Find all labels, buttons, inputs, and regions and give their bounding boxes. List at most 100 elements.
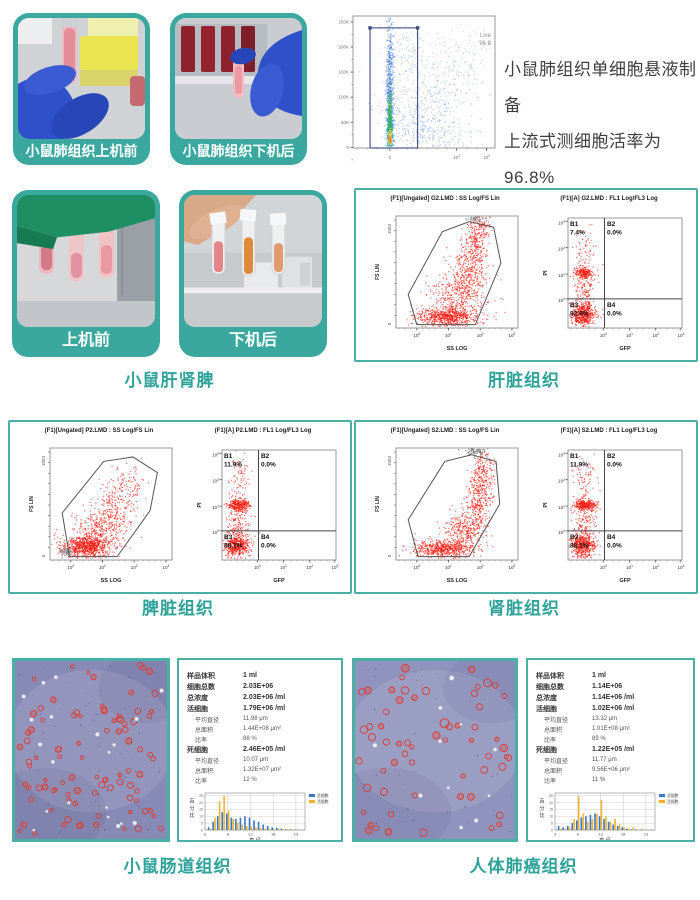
svg-text:100: 100 — [558, 297, 565, 303]
plot-title: (F1)[A] S2.LMD : FL1 Log/FL3 Log — [560, 428, 658, 434]
svg-text:102: 102 — [558, 246, 565, 252]
svg-text:0: 0 — [389, 155, 392, 160]
counter-row: 细胞总数 2.03E+06 — [187, 683, 274, 691]
counter-row: 平均直径 13.32 μm — [544, 716, 618, 724]
caption-lung-cancer: 人体肺癌组织 — [469, 857, 578, 876]
photo-after-machine-image — [184, 195, 322, 327]
svg-text:101: 101 — [626, 332, 633, 338]
svg-text:200K: 200K — [338, 45, 349, 50]
svg-text:104: 104 — [453, 154, 460, 160]
plot-title: (F1)[A] G2.LMD : FL1 Log/FL3 Log — [560, 196, 658, 202]
svg-text:Live: Live — [480, 33, 492, 39]
counter-panel-intestine: 样品体积 1 ml 细胞总数 2.03E+06 总浓度 2.03E+06 /ml 活细胞 1.… — [177, 658, 343, 842]
microscopy-lung-cancer — [352, 658, 518, 842]
counter-row: 总面积 1.01E+08 μm² — [544, 726, 630, 734]
photo-lung-after-image — [175, 18, 302, 139]
photo-label: 小鼠肺组织下机后 — [182, 143, 295, 159]
svg-text:100K: 100K — [338, 95, 349, 100]
counter-rows: 样品体积 1 ml 细胞总数 1.14E+06 总浓度 1.14E+06 /ml 活细胞 1.… — [528, 670, 693, 785]
counter-row: 总浓度 2.03E+06 /ml — [187, 694, 286, 702]
counter-row: 比率 88 % — [195, 736, 257, 744]
counter-rows: 样品体积 1 ml 细胞总数 2.03E+06 总浓度 2.03E+06 /ml 活细胞 1.… — [179, 670, 341, 785]
counter-row: 平均直径 10.07 μm — [195, 757, 269, 765]
svg-text:105: 105 — [483, 154, 490, 160]
svg-text:0: 0 — [346, 145, 349, 150]
svg-text:PI: PI — [543, 270, 549, 276]
svg-text:SS LOG: SS LOG — [447, 346, 468, 352]
svg-text:7.4%: 7.4% — [570, 230, 585, 237]
svg-text:0.0%: 0.0% — [607, 310, 622, 317]
photo-label: 上机前 — [61, 332, 110, 349]
svg-text:103: 103 — [558, 220, 565, 226]
svg-text:B4: B4 — [607, 302, 616, 309]
svg-text:150K: 150K — [338, 70, 349, 75]
note-line-1: 小鼠肺组织单细胞悬液制备 — [504, 60, 697, 115]
plot-title: (F1)[Ungated] P2.LMD : SS Log/FS Lin — [44, 428, 154, 434]
svg-text:102: 102 — [477, 332, 484, 338]
photo-card-lung-after: 小鼠肺组织下机后 — [170, 13, 307, 165]
photo-lung-before-image — [18, 18, 145, 139]
note-line-2: 上流式测细胞活率为96.8% — [504, 132, 662, 187]
flow-panel-kidney: (F1)[Ungated] S2.LMD : SS Log/FS Lin 102… — [354, 420, 698, 594]
photo-label: 下机后 — [228, 332, 277, 349]
microscopy-intestine — [12, 658, 170, 842]
plot-title: (F1)[A] P2.LMD : FL1 Log/FL3 Log — [214, 428, 312, 434]
svg-text:B2: B2 — [607, 221, 616, 228]
flow-panel-liver: (F1)[Ungated] G2.LMD : SS Log/FS Lin 102… — [354, 188, 698, 362]
photo-before-machine-image — [17, 195, 155, 327]
viability-scatter-plot: 250K 200K 150K 100K 50K 0 0 104 105 Live 96.8 — [338, 15, 496, 161]
microscopy-intestine-image — [15, 661, 167, 839]
photo-card-after-machine: 下机后 — [179, 190, 327, 357]
counter-row: 总面积 9.56E+06 μm² — [544, 767, 630, 775]
counter-row: 总浓度 1.14E+06 /ml — [536, 694, 635, 702]
counter-row: 平均直径 11.77 μm — [544, 757, 617, 765]
counter-row: 活细胞 1.02E+06 /ml — [536, 705, 635, 713]
photo-card-before-machine: 上机前 — [12, 190, 160, 357]
svg-text:92.6%: 92.6% — [570, 310, 589, 317]
counter-row: 细胞总数 1.14E+06 — [536, 683, 623, 691]
counter-row: 死细胞 1.22E+05 /ml — [536, 746, 635, 754]
svg-text:GFP: GFP — [619, 346, 631, 352]
counter-row: 比率 11 % — [544, 777, 606, 785]
svg-text:FS LIN: FS LIN — [375, 264, 381, 280]
caption-kidney: 肾脏组织 — [488, 599, 560, 618]
svg-text:B1: B1 — [570, 221, 579, 228]
caption-liver: 肝脏组织 — [488, 371, 560, 390]
caption-intestine: 小鼠肠道组织 — [123, 857, 232, 876]
size-histogram-intestine: 051015202538131823总细胞活细胞百分比直 径 — [189, 792, 329, 840]
caption-mouse-liver-kidney-spleen: 小鼠肝肾脾 — [124, 371, 215, 390]
photo-lung-before-art — [18, 18, 145, 139]
counter-row: 活细胞 1.79E+06 /ml — [187, 705, 286, 713]
svg-text:B3: B3 — [570, 302, 579, 309]
photo-lung-after-art — [175, 18, 302, 139]
counter-row: 样品体积 1 ml — [536, 672, 607, 680]
counter-row: 比率 89 % — [544, 736, 606, 744]
svg-text:50K: 50K — [341, 120, 349, 125]
microscopy-lung-cancer-image — [355, 661, 515, 839]
counter-row: 死细胞 2.46E+05 /ml — [187, 746, 286, 754]
photo-after-machine-art — [184, 195, 322, 327]
svg-text:250K: 250K — [338, 19, 349, 24]
svg-text:1023: 1023 — [387, 223, 392, 234]
svg-text:100: 100 — [413, 332, 420, 338]
liver-scatter-plot: 1023 0 FS LIN 100 101 102 103 SS LOG — [375, 215, 519, 352]
svg-text:103: 103 — [677, 332, 684, 338]
photo-card-lung-before: 小鼠肺组织上机前 — [13, 13, 150, 165]
flow-panel-spleen: (F1)[Ungated] P2.LMD : SS Log/FS Lin 102… — [8, 420, 352, 594]
counter-row: 样品体积 1 ml — [187, 672, 258, 680]
svg-text:0: 0 — [387, 322, 392, 325]
svg-text:96.8: 96.8 — [479, 41, 491, 47]
photo-before-machine-art — [17, 195, 155, 327]
svg-text:102: 102 — [652, 332, 659, 338]
counter-row: 总面积 1.44E+08 μm² — [195, 726, 281, 734]
svg-text:101: 101 — [558, 272, 565, 278]
size-histogram-lung-cancer: 051015202538131823总细胞活细胞百分比直 径 — [539, 792, 679, 840]
counter-panel-lung-cancer: 样品体积 1 ml 细胞总数 1.14E+06 总浓度 1.14E+06 /ml 活细胞 1.… — [526, 658, 695, 842]
svg-text:100: 100 — [600, 332, 607, 338]
counter-row: 比率 12 % — [195, 777, 257, 785]
